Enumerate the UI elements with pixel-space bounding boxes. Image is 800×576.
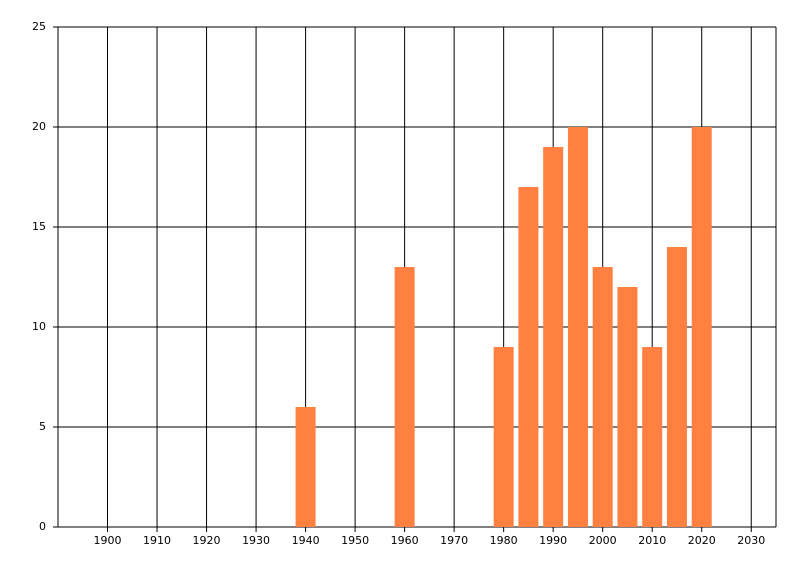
- bar: [493, 347, 514, 527]
- x-tick-label: 1930: [242, 534, 270, 547]
- y-tick-label: 5: [39, 420, 46, 433]
- bar: [666, 247, 687, 527]
- x-tick-label: 1920: [193, 534, 221, 547]
- bar: [691, 127, 712, 527]
- bar: [543, 147, 564, 527]
- bar: [394, 267, 415, 527]
- bar: [518, 187, 539, 527]
- x-tick-label: 1990: [539, 534, 567, 547]
- bar: [295, 407, 316, 527]
- x-tick-label: 1980: [490, 534, 518, 547]
- x-tick-label: 2000: [589, 534, 617, 547]
- y-tick-label: 25: [32, 20, 46, 33]
- bar: [592, 267, 613, 527]
- x-tick-label: 1950: [341, 534, 369, 547]
- x-tick-label: 1970: [440, 534, 468, 547]
- y-tick-label: 10: [32, 320, 46, 333]
- x-tick-label: 2030: [737, 534, 765, 547]
- bar: [567, 127, 588, 527]
- x-tick-label: 2020: [688, 534, 716, 547]
- x-tick-label: 2010: [638, 534, 666, 547]
- y-tick-label: 20: [32, 120, 46, 133]
- bar: [617, 287, 638, 527]
- y-tick-label: 0: [39, 520, 46, 533]
- x-tick-label: 1900: [94, 534, 122, 547]
- x-tick-label: 1960: [391, 534, 419, 547]
- y-tick-label: 15: [32, 220, 46, 233]
- x-tick-label: 1940: [292, 534, 320, 547]
- x-tick-label: 1910: [143, 534, 171, 547]
- bar: [642, 347, 663, 527]
